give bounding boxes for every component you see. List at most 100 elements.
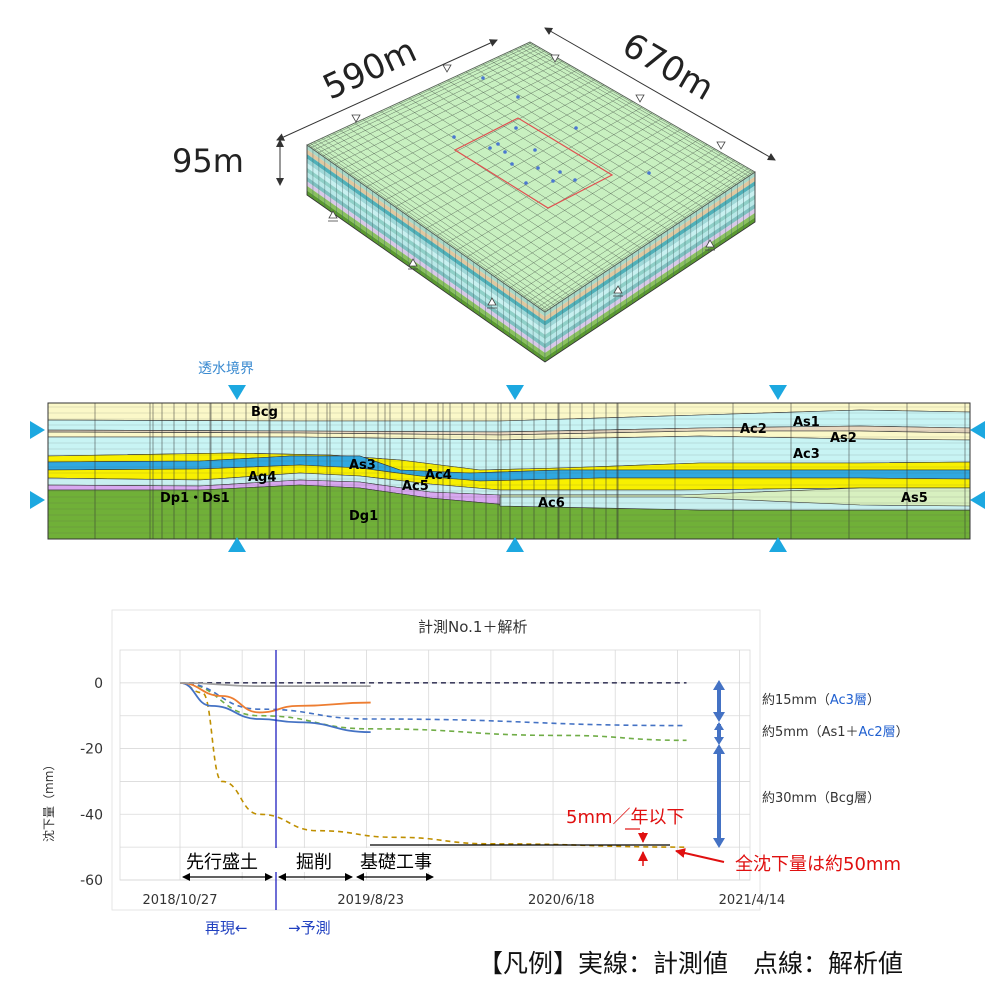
legend-note: 【凡例】実線：計測値 点線：解析値 <box>478 949 903 978</box>
measured-series-line <box>179 681 371 714</box>
x-tick-label: 2019/8/23 <box>337 893 404 908</box>
observation-point <box>533 148 537 152</box>
bracket-label-3: 約30mm（Bcg層） <box>762 791 880 806</box>
boundary-marker-bottom <box>506 537 524 552</box>
model-top-gridline <box>543 171 754 312</box>
analysis-series-line <box>179 682 687 848</box>
dim-width-arrow <box>276 39 498 141</box>
total-arrow <box>675 848 725 863</box>
x-tick-label: 2018/10/27 <box>143 893 218 908</box>
model-boundary-marker <box>635 94 645 103</box>
boundary-marker-bottom <box>769 537 787 552</box>
layer-label-dp1ds1: Dp1・Ds1 <box>160 491 230 506</box>
model-top-gridline <box>510 152 723 288</box>
observation-point <box>452 135 456 139</box>
model-side-left <box>306 145 546 362</box>
layer-label-bcg: Bcg <box>251 405 278 420</box>
model-boundary-marker <box>408 258 418 267</box>
model-3d: 590m 670m 95m <box>172 25 776 363</box>
boundary-marker-top <box>506 385 524 400</box>
observation-point <box>551 179 555 183</box>
model-side-right <box>306 144 756 363</box>
phase-label-bg <box>182 848 444 872</box>
model-boundary-marker <box>328 210 338 219</box>
model-top-gridline <box>544 171 756 313</box>
model-top-gridline <box>537 167 749 308</box>
model-top-gridline <box>502 148 715 283</box>
model-top-gridline <box>529 163 741 302</box>
boundary-marker-bottom <box>228 537 246 552</box>
model-boundary-marker <box>716 141 726 150</box>
boundary-label: 透水境界 <box>198 361 254 377</box>
observation-point <box>574 126 578 130</box>
observation-point <box>524 181 528 185</box>
boundary-marker-left <box>30 421 45 439</box>
measured-series-line <box>179 681 371 734</box>
y-tick-label: -40 <box>80 807 103 823</box>
analysis-series-line <box>179 682 687 742</box>
y-tick-label: -20 <box>80 742 103 758</box>
dim-depth-arrow <box>544 27 776 161</box>
total-label: 全沈下量は約50mm <box>735 854 901 875</box>
bracket-label-1: 約15mm（Ac3層） <box>762 693 880 708</box>
observation-point <box>503 150 507 154</box>
chart-series <box>179 681 687 848</box>
settlement-chart: 計測No.1＋解析 0 -20 -40 -60 2018/10/27 2019/8/23… <box>41 609 909 937</box>
model-boundary-marker <box>705 239 715 248</box>
model-top-gridline <box>517 156 729 293</box>
observation-point <box>496 142 500 146</box>
plot-area <box>119 649 751 881</box>
layer-label-ac4: Ac4 <box>425 468 452 483</box>
x-tick-labels: 2018/10/27 2019/8/23 2020/6/18 2021/4/14 <box>143 893 786 908</box>
observation-point <box>558 170 562 174</box>
observation-point <box>536 166 540 170</box>
bracket-label-2: 約5mm（As1＋Ac2層） <box>762 725 909 740</box>
section-frame <box>47 402 971 540</box>
y-axis-label: 沈下量（mm） <box>41 759 56 842</box>
section-layers <box>47 402 971 540</box>
boundary-marker-top <box>228 385 246 400</box>
layer-label-ac2: Ac2 <box>740 422 767 437</box>
layer-label-ac3: Ac3 <box>793 447 820 462</box>
observation-point <box>573 178 577 182</box>
observation-point <box>488 146 492 150</box>
x-tick-label: 2021/4/14 <box>719 893 786 908</box>
observation-point <box>481 76 485 80</box>
layer-label-ac6: Ac6 <box>538 496 565 511</box>
model-top-gridline <box>533 165 745 305</box>
predict-label: →予測 <box>288 919 331 937</box>
boundary-marker-top <box>769 385 787 400</box>
cross-section: 透水境界 Bcg Ag4 As3 Ac4 Ac5 Dp1・Ds1 Dg1 Ac6… <box>30 361 985 552</box>
phase1-label: 先行盛土 <box>186 852 258 873</box>
model-top-gridline <box>523 160 735 298</box>
layer-label-as5: As5 <box>901 491 928 506</box>
x-tick-label: 2020/6/18 <box>528 893 595 908</box>
model-top-gridline <box>485 139 699 271</box>
model-boundary-marker <box>487 297 497 306</box>
boundary-marker-left <box>30 491 45 509</box>
chart-title: 計測No.1＋解析 <box>418 618 527 636</box>
rate-label: 5mm／年以下 <box>566 807 685 828</box>
reproduce-label: 再現← <box>205 919 248 937</box>
model-top-gridline <box>494 144 708 277</box>
dim-depth-label: 670m <box>616 25 721 109</box>
model-boundary-marker <box>613 285 623 294</box>
observation-point <box>516 95 520 99</box>
layer-label-as3: As3 <box>349 458 376 473</box>
measured-series-line <box>179 681 371 688</box>
boundary-marker-right <box>970 491 985 509</box>
phase3-label: 基礎工事 <box>360 852 432 873</box>
dim-height-label: 95m <box>172 142 244 180</box>
observation-point <box>514 126 518 130</box>
model-boundary-marker <box>442 64 452 73</box>
phase2-label: 掘削 <box>296 852 332 873</box>
observation-point <box>647 171 651 175</box>
dim-width-label: 590m <box>317 30 423 108</box>
layer-label-as2: As2 <box>830 431 857 446</box>
settlement-brackets <box>713 680 725 848</box>
observation-point <box>510 162 514 166</box>
y-tick-labels: 0 -20 -40 -60 <box>80 676 103 889</box>
layer-label-as1: As1 <box>793 415 820 430</box>
layer-label-ag4: Ag4 <box>248 470 276 485</box>
